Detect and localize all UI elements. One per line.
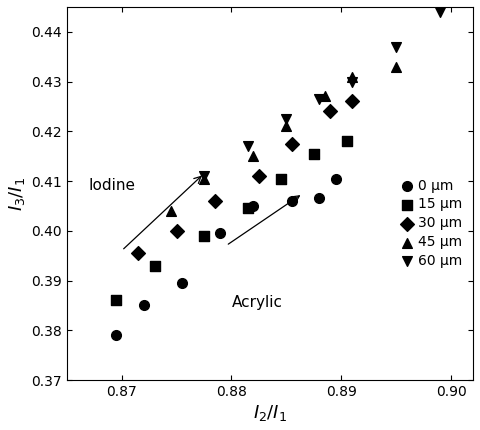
15 μm <box>244 205 252 212</box>
0 μm <box>332 175 340 182</box>
30 μm <box>255 172 263 179</box>
Text: Acrylic: Acrylic <box>231 295 282 310</box>
15 μm <box>200 232 208 239</box>
45 μm <box>200 175 208 182</box>
45 μm <box>283 123 290 130</box>
45 μm <box>392 63 400 70</box>
30 μm <box>134 250 142 257</box>
30 μm <box>173 227 180 234</box>
Y-axis label: $I_3/I_1$: $I_3/I_1$ <box>7 176 27 211</box>
15 μm <box>112 297 120 304</box>
0 μm <box>250 203 257 209</box>
60 μm <box>244 143 252 150</box>
45 μm <box>348 73 356 80</box>
60 μm <box>200 172 208 179</box>
30 μm <box>288 140 296 147</box>
0 μm <box>288 197 296 204</box>
60 μm <box>315 95 323 102</box>
45 μm <box>167 207 175 214</box>
30 μm <box>348 98 356 105</box>
15 μm <box>343 138 350 144</box>
15 μm <box>277 175 285 182</box>
30 μm <box>326 108 334 115</box>
0 μm <box>178 280 186 286</box>
X-axis label: $I_2/I_1$: $I_2/I_1$ <box>253 403 287 423</box>
60 μm <box>348 78 356 85</box>
60 μm <box>392 43 400 50</box>
60 μm <box>436 9 444 15</box>
60 μm <box>283 115 290 122</box>
15 μm <box>310 150 318 157</box>
0 μm <box>140 302 147 309</box>
30 μm <box>211 197 219 204</box>
0 μm <box>315 195 323 202</box>
0 μm <box>112 332 120 339</box>
45 μm <box>250 153 257 160</box>
Text: Iodine: Iodine <box>89 178 136 194</box>
15 μm <box>151 262 158 269</box>
Legend: 0 μm, 15 μm, 30 μm, 45 μm, 60 μm: 0 μm, 15 μm, 30 μm, 45 μm, 60 μm <box>400 175 466 272</box>
0 μm <box>216 230 224 237</box>
45 μm <box>321 93 329 100</box>
